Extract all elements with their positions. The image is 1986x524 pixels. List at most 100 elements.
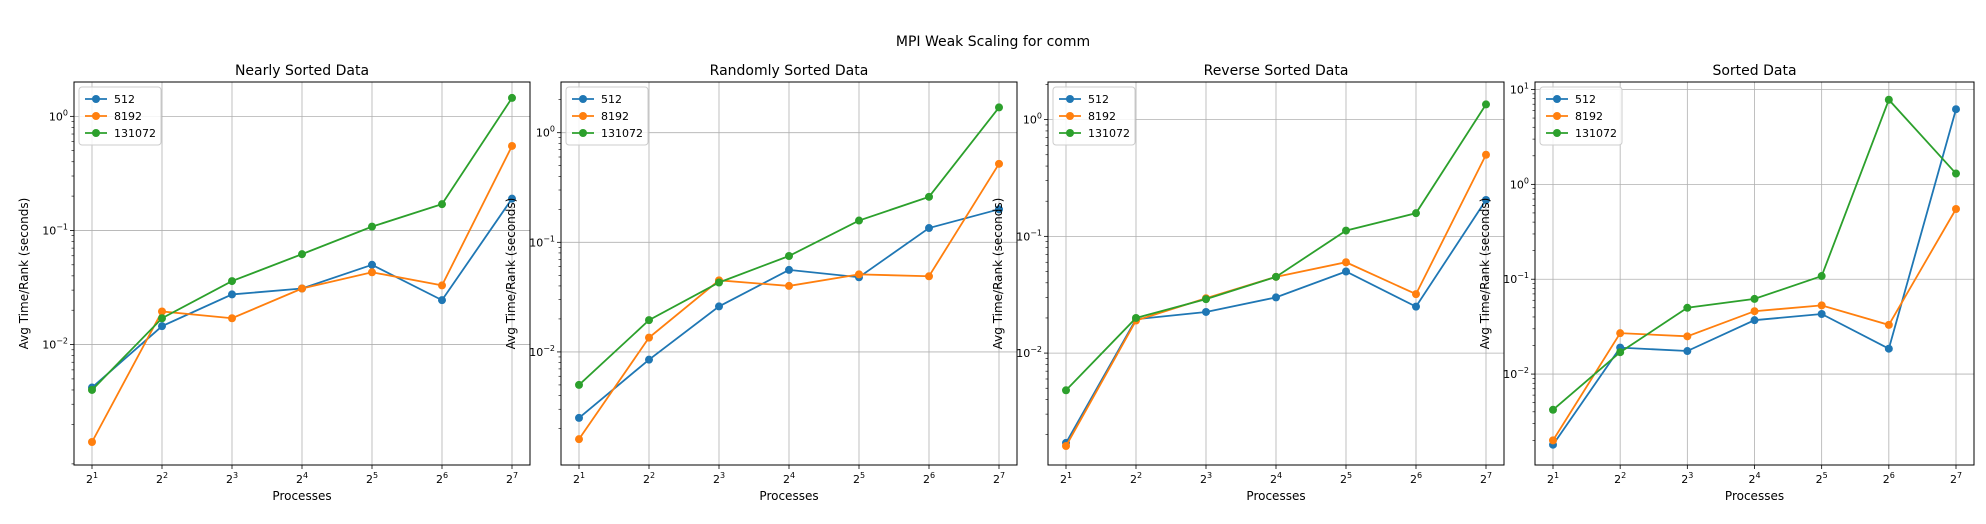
series-point-8192 bbox=[1817, 301, 1826, 310]
x-tick-label: 23 bbox=[226, 471, 238, 486]
series-point-512 bbox=[1272, 293, 1280, 302]
legend-swatch-marker bbox=[92, 95, 100, 103]
series-point-8192 bbox=[855, 270, 863, 279]
series-point-512 bbox=[995, 205, 1003, 214]
x-ticks: 21 22 23 24 25 26 27 bbox=[573, 465, 1005, 486]
series-point-131072 bbox=[1342, 226, 1350, 235]
x-tick-label: 26 bbox=[923, 471, 935, 486]
series-point-131072 bbox=[508, 93, 516, 102]
series-point-8192 bbox=[1482, 150, 1490, 159]
series-point-512 bbox=[1884, 344, 1893, 353]
series-point-131072 bbox=[368, 222, 376, 231]
x-tick-label: 23 bbox=[713, 471, 725, 486]
series-point-131072 bbox=[715, 278, 723, 287]
series-point-8192 bbox=[1412, 290, 1420, 299]
x-ticks: 21 22 23 24 25 26 27 bbox=[86, 465, 518, 486]
legend-swatch-marker bbox=[1553, 129, 1561, 137]
x-tick-label: 24 bbox=[296, 471, 308, 486]
series-point-512 bbox=[715, 302, 723, 311]
x-tick-label: 23 bbox=[1200, 471, 1212, 486]
y-ticks: 10−2 10−1 100 bbox=[529, 125, 561, 359]
series-point-8192 bbox=[88, 437, 96, 446]
y-tick-label: 10−2 bbox=[1016, 345, 1042, 360]
series-point-8192 bbox=[1952, 204, 1960, 213]
x-tick-label: 24 bbox=[783, 471, 795, 486]
legend-swatch-marker bbox=[1553, 95, 1561, 103]
series-point-131072 bbox=[995, 103, 1003, 112]
series-point-131072 bbox=[855, 216, 863, 225]
x-tick-label: 25 bbox=[853, 471, 865, 486]
chart-title: Sorted Data bbox=[1712, 63, 1796, 79]
series-point-131072 bbox=[1884, 95, 1893, 104]
y-tick-label: 100 bbox=[1023, 112, 1042, 127]
series-point-8192 bbox=[1683, 332, 1692, 341]
x-axis-label: Processes bbox=[272, 489, 331, 503]
x-tick-label: 27 bbox=[1950, 471, 1962, 486]
series-point-131072 bbox=[1683, 303, 1692, 312]
y-tick-label: 100 bbox=[1510, 176, 1529, 191]
series-point-131072 bbox=[575, 380, 583, 389]
x-tick-label: 27 bbox=[993, 471, 1005, 486]
x-tick-label: 25 bbox=[366, 471, 378, 486]
x-tick-label: 21 bbox=[1547, 471, 1559, 486]
series-point-512 bbox=[1750, 316, 1759, 325]
y-ticks: 10−2 10−1 100 bbox=[42, 108, 74, 352]
series-point-512 bbox=[575, 413, 583, 422]
legend-entry: 8192 bbox=[1088, 110, 1116, 123]
chart-panel-3: 21 22 23 24 25 26 27 10−2 10−1 100 Reverse Sorted … bbox=[991, 63, 1505, 503]
legend-box bbox=[1539, 86, 1623, 146]
legend-box bbox=[1052, 86, 1136, 146]
chart-panel-2: 21 22 23 24 25 26 27 10−2 10−1 100 Randomly Sorted… bbox=[504, 63, 1018, 503]
series-point-131072 bbox=[228, 277, 236, 286]
series-point-8192 bbox=[438, 281, 446, 290]
series-point-8192 bbox=[508, 141, 516, 150]
y-tick-label: 10−2 bbox=[529, 344, 555, 359]
series-point-131072 bbox=[88, 385, 96, 394]
series-point-131072 bbox=[1482, 100, 1490, 109]
legend-swatch-marker bbox=[1066, 129, 1074, 137]
legend-entry: 8192 bbox=[1575, 110, 1603, 123]
legend-entry: 131072 bbox=[1575, 127, 1617, 140]
series-point-8192 bbox=[1342, 258, 1350, 267]
x-tick-label: 25 bbox=[1816, 471, 1828, 486]
series-point-512 bbox=[1683, 347, 1692, 356]
x-tick-label: 26 bbox=[1410, 471, 1422, 486]
y-tick-label: 100 bbox=[536, 125, 555, 140]
x-tick-label: 22 bbox=[1130, 471, 1142, 486]
series-point-131072 bbox=[1062, 386, 1070, 395]
series-point-8192 bbox=[368, 268, 376, 277]
legend-entry: 512 bbox=[601, 93, 622, 106]
legend: 512 8192 131072 bbox=[1539, 86, 1623, 146]
x-ticks: 21 22 23 24 25 26 27 bbox=[1060, 465, 1492, 486]
legend-entry: 512 bbox=[114, 93, 135, 106]
series-point-8192 bbox=[995, 159, 1003, 168]
legend: 512 8192 131072 bbox=[1052, 86, 1136, 146]
x-tick-label: 22 bbox=[643, 471, 655, 486]
series-point-131072 bbox=[785, 252, 793, 261]
gridlines bbox=[1535, 82, 1974, 465]
chart-title: Nearly Sorted Data bbox=[235, 63, 369, 79]
series-point-512 bbox=[1817, 309, 1826, 318]
y-tick-label: 10−1 bbox=[529, 234, 555, 249]
legend-swatch-marker bbox=[1066, 112, 1074, 120]
y-tick-label: 10−2 bbox=[1503, 366, 1529, 381]
x-tick-label: 21 bbox=[86, 471, 98, 486]
legend-entry: 512 bbox=[1575, 93, 1596, 106]
series-point-512 bbox=[508, 194, 516, 203]
series-point-8192 bbox=[1616, 329, 1625, 338]
series-point-8192 bbox=[158, 307, 166, 316]
x-tick-label: 24 bbox=[1748, 471, 1760, 486]
y-tick-label: 10−2 bbox=[42, 337, 68, 352]
series-point-8192 bbox=[298, 284, 306, 293]
legend-swatch-marker bbox=[1066, 95, 1074, 103]
series-point-131072 bbox=[1132, 313, 1140, 322]
series-group bbox=[1062, 100, 1490, 451]
chart-panels: 21 22 23 24 25 26 27 10−2 10−1 100 Nearly Sorted D… bbox=[17, 63, 1975, 503]
x-tick-label: 25 bbox=[1340, 471, 1352, 486]
series-group bbox=[88, 93, 516, 446]
series-point-131072 bbox=[1952, 169, 1960, 178]
series-point-131072 bbox=[1272, 272, 1280, 281]
series-point-131072 bbox=[438, 200, 446, 209]
x-tick-label: 27 bbox=[1480, 471, 1492, 486]
series-point-131072 bbox=[1549, 405, 1557, 414]
